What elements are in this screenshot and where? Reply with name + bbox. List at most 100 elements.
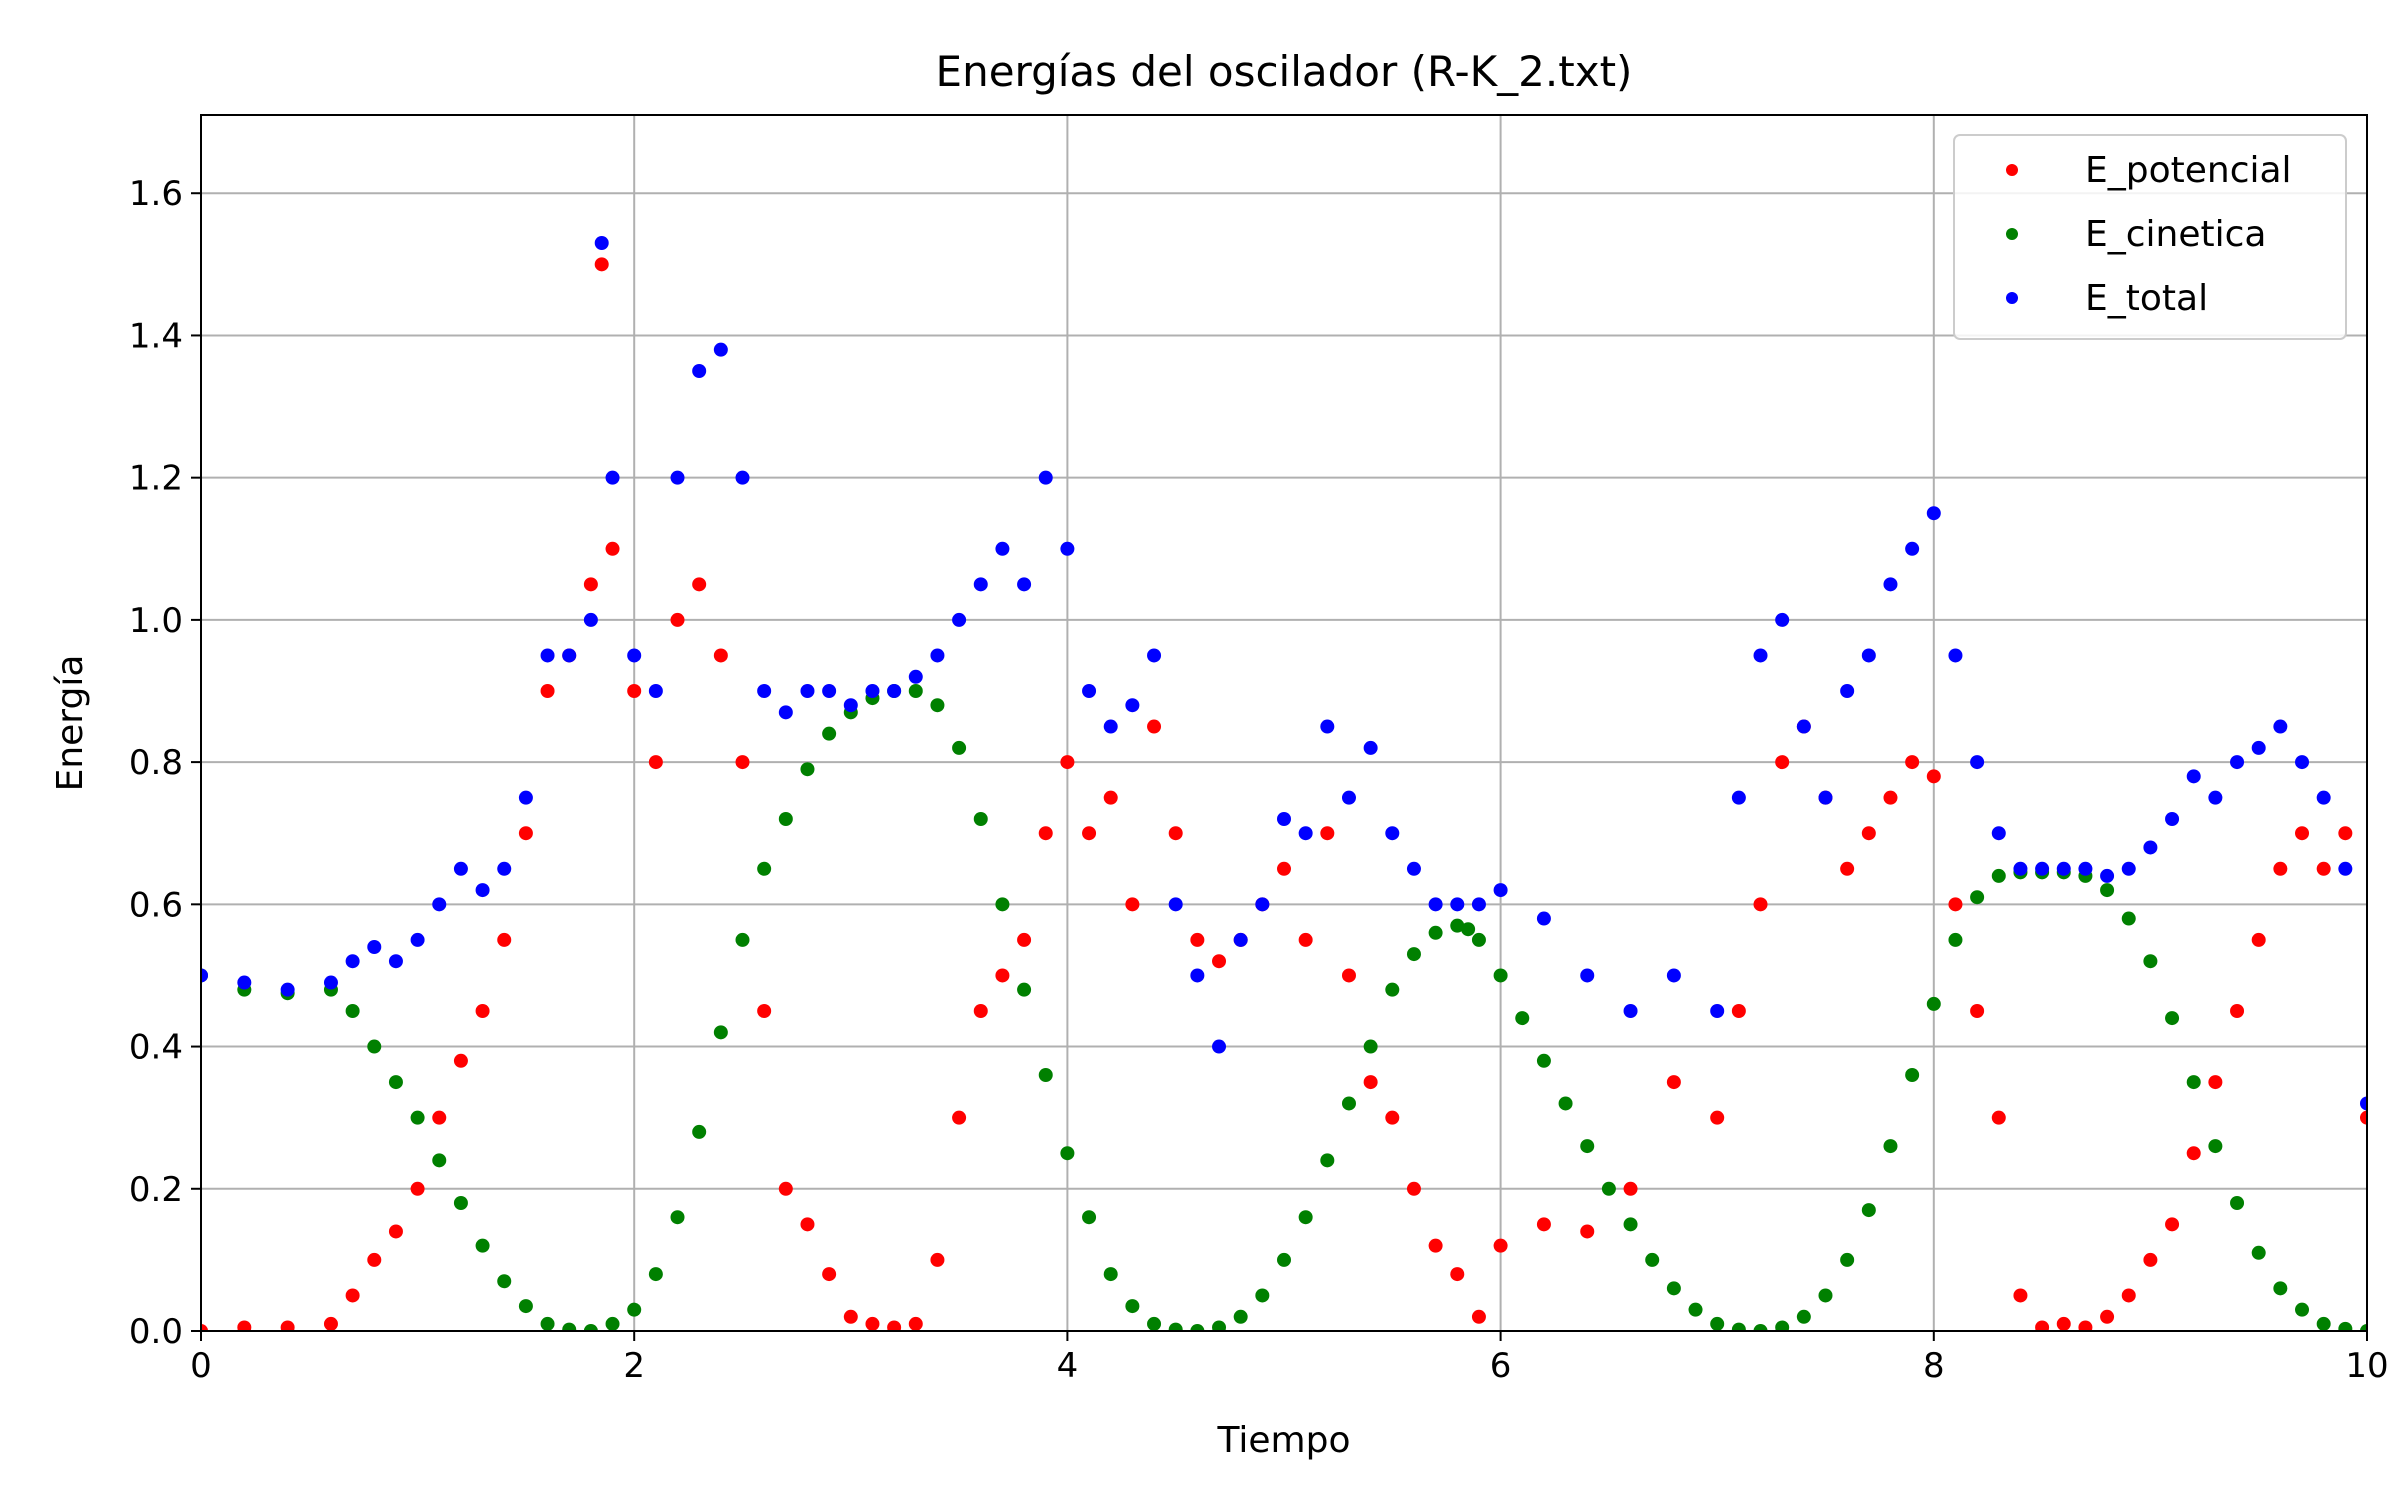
data-point-e-cinetica [2251,1245,2266,1260]
y-tick-label: 1.4 [129,316,183,356]
data-point-e-cinetica [648,1267,663,1282]
data-point-e-potencial [1666,1075,1681,1090]
data-point-e-cinetica [670,1210,685,1225]
data-point-e-total [887,684,902,698]
data-point-e-total [1883,577,1898,592]
data-point-e-total [692,364,707,378]
data-point-e-total [1385,826,1400,841]
x-tick-label: 0 [190,1346,212,1386]
data-point-e-potencial [1536,1217,1551,1232]
data-point-e-total [800,684,815,698]
data-point-e-cinetica [1363,1039,1378,1054]
data-point-e-potencial [1298,932,1313,947]
data-point-e-cinetica [2230,1196,2245,1210]
data-point-e-potencial [2338,826,2353,841]
data-point-e-potencial [778,1181,793,1196]
data-point-e-potencial [2360,1110,2367,1125]
data-point-e-cinetica [908,684,923,698]
data-point-e-total [1991,826,2006,841]
data-point-e-total [1082,684,1097,698]
data-point-e-cinetica [475,1238,490,1253]
data-point-e-cinetica [692,1124,707,1139]
data-point-e-cinetica [1493,968,1508,983]
axis-ticks: 0 2 4 6 8 10 0.0 0.2 0.4 0.6 0.8 1.0 1.2 1.4 1.6 [129,174,2389,1386]
x-tick-label: 8 [1923,1346,1945,1386]
data-point-e-potencial [323,1316,338,1331]
data-point-e-total [1060,541,1075,556]
y-tick-label: 0.4 [129,1028,183,1068]
data-point-e-cinetica [1147,1316,1162,1331]
data-point-e-cinetica [2360,1324,2367,1331]
data-point-e-cinetica [2316,1316,2331,1331]
data-point-e-potencial [2316,861,2331,876]
data-point-e-potencial [1363,1075,1378,1090]
data-point-e-total [1840,684,1855,698]
data-point-e-potencial [2251,932,2266,947]
data-point-e-total [1905,541,1920,556]
data-point-e-potencial [800,1217,815,1232]
data-point-e-total [1406,861,1421,876]
data-point-e-total [1926,506,1941,521]
data-point-e-total [1320,719,1335,734]
data-point-e-potencial [1840,861,1855,876]
data-point-e-cinetica [410,1110,425,1125]
data-point-e-cinetica [1320,1153,1335,1168]
data-point-e-cinetica [2100,883,2115,898]
data-point-e-potencial [1861,826,1876,841]
data-point-e-total [453,861,468,876]
data-point-e-cinetica [1471,932,1486,947]
data-point-e-potencial [1428,1238,1443,1253]
data-point-e-cinetica [1926,996,1941,1011]
data-point-e-potencial [1970,1004,1985,1018]
data-point-e-total [713,342,728,357]
x-tick-label: 2 [623,1346,645,1386]
data-point-e-potencial [388,1224,403,1239]
y-axis-label: Energía [50,655,91,792]
data-point-e-cinetica [930,698,945,713]
data-point-e-cinetica [453,1196,468,1210]
data-point-e-total [1212,1039,1227,1054]
data-point-e-total [2035,861,2050,876]
data-point-e-potencial [367,1252,382,1267]
data-point-e-potencial [1905,755,1920,770]
data-point-e-total [1623,1004,1638,1018]
data-point-e-potencial [908,1316,923,1331]
data-point-e-total [865,684,880,698]
data-point-e-cinetica [2186,1075,2201,1090]
data-point-e-potencial [1471,1309,1486,1324]
data-point-e-total [757,684,772,698]
data-point-e-total [201,968,208,983]
data-point-e-total [2360,1096,2367,1111]
data-point-e-potencial [1125,897,1140,912]
data-point-e-cinetica [2165,1011,2180,1026]
data-point-e-cinetica [1840,1252,1855,1267]
data-point-e-total [627,648,642,663]
data-point-e-cinetica [1406,947,1421,962]
data-point-e-total [2056,861,2071,876]
data-point-e-total [388,954,403,969]
data-point-e-cinetica [518,1299,533,1314]
data-point-e-potencial [1580,1224,1595,1239]
data-point-e-total [594,236,609,250]
data-point-e-total [1731,790,1746,805]
data-point-e-total [1017,577,1032,592]
data-point-e-total [1775,612,1790,627]
data-point-e-cinetica [1645,1252,1660,1267]
data-point-e-total [1710,1004,1725,1018]
data-point-e-total [1753,648,1768,663]
data-point-e-cinetica [1905,1068,1920,1082]
data-point-e-total [323,975,338,990]
data-point-e-total [2208,790,2223,805]
data-point-e-total [1818,790,1833,805]
data-point-e-potencial [201,1324,208,1331]
data-point-e-cinetica [1450,918,1465,933]
data-point-e-total [540,648,555,663]
data-point-e-cinetica [1775,1320,1790,1331]
data-point-e-cinetica [1623,1217,1638,1232]
data-point-e-potencial [1710,1110,1725,1125]
data-point-e-total [735,470,750,485]
data-point-e-total [2143,840,2158,855]
data-point-e-total [995,541,1010,556]
data-point-e-potencial [540,684,555,698]
data-point-e-total [973,577,988,592]
